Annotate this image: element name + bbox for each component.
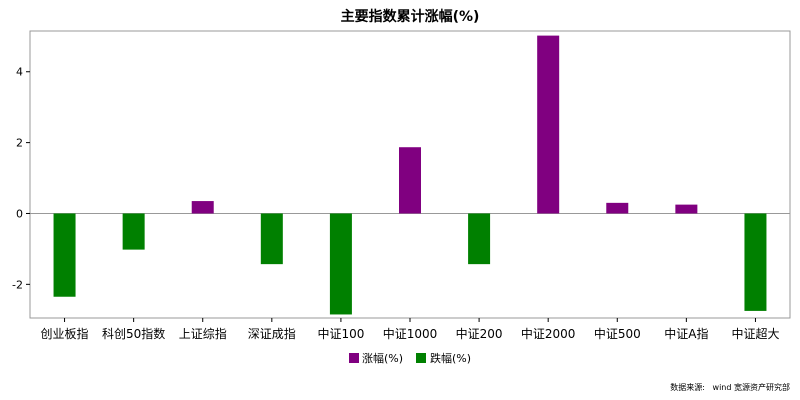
bar-9 — [606, 202, 629, 214]
x-axis: 创业板指 科创50指数 上证综指 深证成指 中证100 中证1000 中证200 中证2000… — [41, 318, 779, 341]
bar-8 — [537, 35, 560, 214]
legend: 涨幅(%) 跌幅(%) — [349, 351, 471, 365]
x-tick-label: 创业板指 — [41, 326, 89, 341]
y-tick-label: 4 — [16, 66, 23, 79]
x-tick-label: 深证成指 — [248, 326, 296, 341]
y-tick-label: 0 — [16, 207, 23, 220]
bar-3 — [191, 201, 214, 214]
x-tick-label: 中证1000 — [383, 326, 438, 341]
x-tick-label: 中证超大 — [731, 326, 779, 341]
bar-11 — [744, 213, 767, 311]
x-tick-label: 中证200 — [456, 326, 503, 341]
bar-5 — [329, 213, 352, 315]
x-tick-label: 中证2000 — [521, 326, 576, 341]
bar-10 — [675, 204, 698, 214]
legend-label-rise: 涨幅(%) — [362, 352, 403, 365]
legend-item-rise: 涨幅(%) — [349, 352, 403, 365]
x-tick-label: 科创50指数 — [102, 326, 165, 341]
legend-swatch-fall — [416, 353, 426, 363]
x-tick-label: 中证A指 — [664, 326, 708, 341]
bar-4 — [260, 213, 283, 265]
y-axis: -2 0 2 4 — [12, 66, 30, 291]
legend-item-fall: 跌幅(%) — [416, 351, 471, 365]
chart-title: 主要指数累计涨幅(%) — [341, 8, 480, 25]
bar-2 — [122, 213, 145, 250]
bar-6 — [399, 147, 421, 214]
x-tick-label: 中证500 — [594, 326, 641, 341]
bar-1 — [53, 213, 76, 297]
legend-swatch-rise — [349, 353, 359, 363]
x-tick-label: 中证100 — [317, 326, 364, 341]
y-tick-label: -2 — [12, 278, 23, 291]
y-tick-label: 2 — [16, 137, 23, 150]
legend-label-fall: 跌幅(%) — [430, 351, 471, 365]
x-tick-label: 上证综指 — [179, 326, 227, 341]
bar-7 — [468, 213, 491, 265]
bars — [53, 35, 767, 315]
source-note: 数据来源: wind 宽源资产研究部 — [670, 382, 790, 392]
